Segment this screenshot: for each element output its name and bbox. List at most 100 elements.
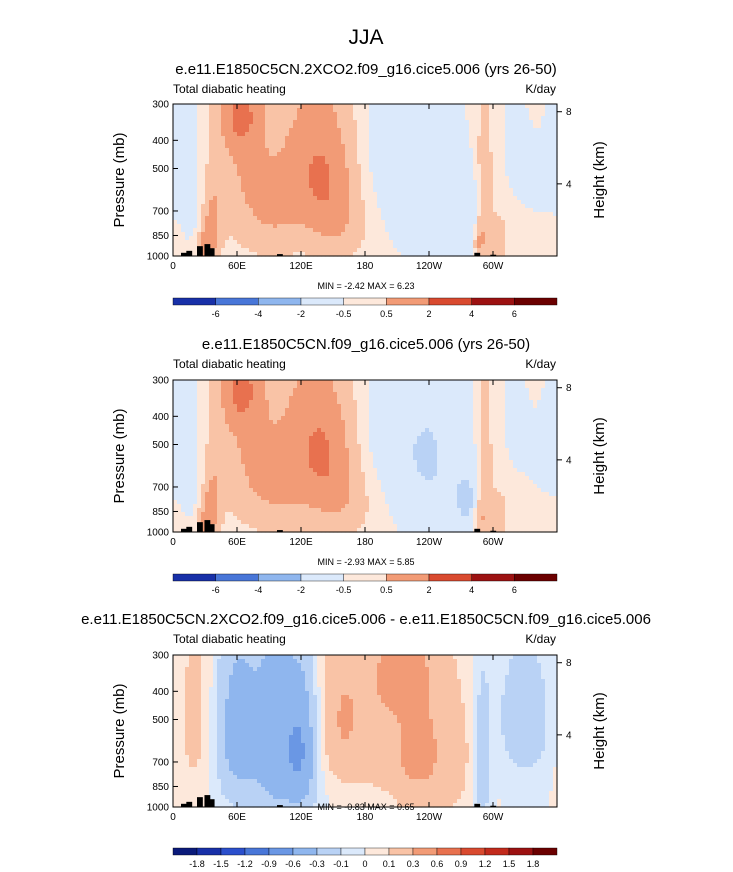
heatmap-cell <box>465 192 470 197</box>
heatmap-cell <box>317 388 322 393</box>
heatmap-cell <box>313 156 318 161</box>
heatmap-cell <box>421 168 426 173</box>
heatmap-cell <box>533 204 538 209</box>
heatmap-cell <box>261 136 266 141</box>
heatmap-cell <box>449 204 454 209</box>
heatmap-cell <box>265 432 270 437</box>
heatmap-cell <box>237 396 242 401</box>
heatmap-cell <box>189 180 194 185</box>
heatmap-cell <box>533 200 538 205</box>
heatmap-cell <box>529 380 534 385</box>
heatmap-cell <box>493 176 498 181</box>
heatmap-cell <box>289 104 294 109</box>
heatmap-cell <box>337 108 342 113</box>
heatmap-cell <box>457 124 462 129</box>
heatmap-cell <box>521 152 526 157</box>
heatmap-cell <box>217 176 222 181</box>
heatmap-cell <box>197 164 202 169</box>
heatmap-cell <box>541 412 546 417</box>
heatmap-cell <box>389 244 394 249</box>
heatmap-cell <box>173 420 178 425</box>
heatmap-cell <box>537 412 542 417</box>
heatmap-cell <box>433 172 438 177</box>
heatmap-cell <box>325 248 330 253</box>
heatmap-cell <box>301 188 306 193</box>
heatmap-cell <box>249 144 254 149</box>
heatmap-cell <box>501 176 506 181</box>
heatmap-cell <box>521 164 526 169</box>
heatmap-cell <box>353 412 358 417</box>
heatmap-cell <box>405 168 410 173</box>
heatmap-cell <box>229 200 234 205</box>
heatmap-cell <box>269 112 274 117</box>
heatmap-cell <box>393 400 398 405</box>
heatmap-cell <box>221 400 226 405</box>
heatmap-cell <box>253 396 258 401</box>
heatmap-cell <box>513 120 518 125</box>
heatmap-cell <box>521 200 526 205</box>
heatmap-cell <box>341 176 346 181</box>
heatmap-cell <box>209 396 214 401</box>
heatmap-cell <box>485 412 490 417</box>
heatmap-cell <box>325 208 330 213</box>
heatmap-cell <box>201 180 206 185</box>
heatmap-cell <box>189 156 194 161</box>
heatmap-cell <box>517 216 522 221</box>
heatmap-cell <box>325 124 330 129</box>
heatmap-cell <box>553 236 558 241</box>
heatmap-cell <box>393 408 398 413</box>
y-tick-label: 1000 <box>147 252 170 263</box>
heatmap-cell <box>537 156 542 161</box>
heatmap-cell <box>525 124 530 129</box>
heatmap-cell <box>185 396 190 401</box>
heatmap-cell <box>213 188 218 193</box>
heatmap-cell <box>437 212 442 217</box>
heatmap-cell <box>221 252 226 257</box>
heatmap-cell <box>177 392 182 397</box>
heatmap-cell <box>529 384 534 389</box>
heatmap-cell <box>237 140 242 145</box>
heatmap-cell <box>541 228 546 233</box>
heatmap-cell <box>261 132 266 137</box>
heatmap-cell <box>313 180 318 185</box>
heatmap-cell <box>309 388 314 393</box>
heatmap-cell <box>209 116 214 121</box>
heatmap-cell <box>365 404 370 409</box>
heatmap-cell <box>517 380 522 385</box>
heatmap-cell <box>445 232 450 237</box>
heatmap-cell <box>425 220 430 225</box>
heatmap-cell <box>313 416 318 421</box>
heatmap-cell <box>457 404 462 409</box>
heatmap-cell <box>173 160 178 165</box>
heatmap-cell <box>505 228 510 233</box>
heatmap-cell <box>253 432 258 437</box>
heatmap-cell <box>553 208 558 213</box>
heatmap-cell <box>233 128 238 133</box>
heatmap-cell <box>429 196 434 201</box>
heatmap-cell <box>345 380 350 385</box>
heatmap-cell <box>293 380 298 385</box>
heatmap-cell <box>337 428 342 433</box>
heatmap-cell <box>489 136 494 141</box>
heatmap-cell <box>381 240 386 245</box>
heatmap-cell <box>433 220 438 225</box>
heatmap-cell <box>485 148 490 153</box>
heatmap-cell <box>197 124 202 129</box>
heatmap-cell <box>177 216 182 221</box>
heatmap-cell <box>253 220 258 225</box>
heatmap-cell <box>377 388 382 393</box>
heatmap-cell <box>177 228 182 233</box>
heatmap-cell <box>421 252 426 257</box>
heatmap-cell <box>369 244 374 249</box>
heatmap-cell <box>437 208 442 213</box>
heatmap-cell <box>357 392 362 397</box>
heatmap-cell <box>305 232 310 237</box>
heatmap-cell <box>401 412 406 417</box>
heatmap-cell <box>309 144 314 149</box>
heatmap-cell <box>205 236 210 241</box>
heatmap-cell <box>285 388 290 393</box>
heatmap-cell <box>369 412 374 417</box>
heatmap-cell <box>381 168 386 173</box>
heatmap-cell <box>537 400 542 405</box>
heatmap-cell <box>205 152 210 157</box>
